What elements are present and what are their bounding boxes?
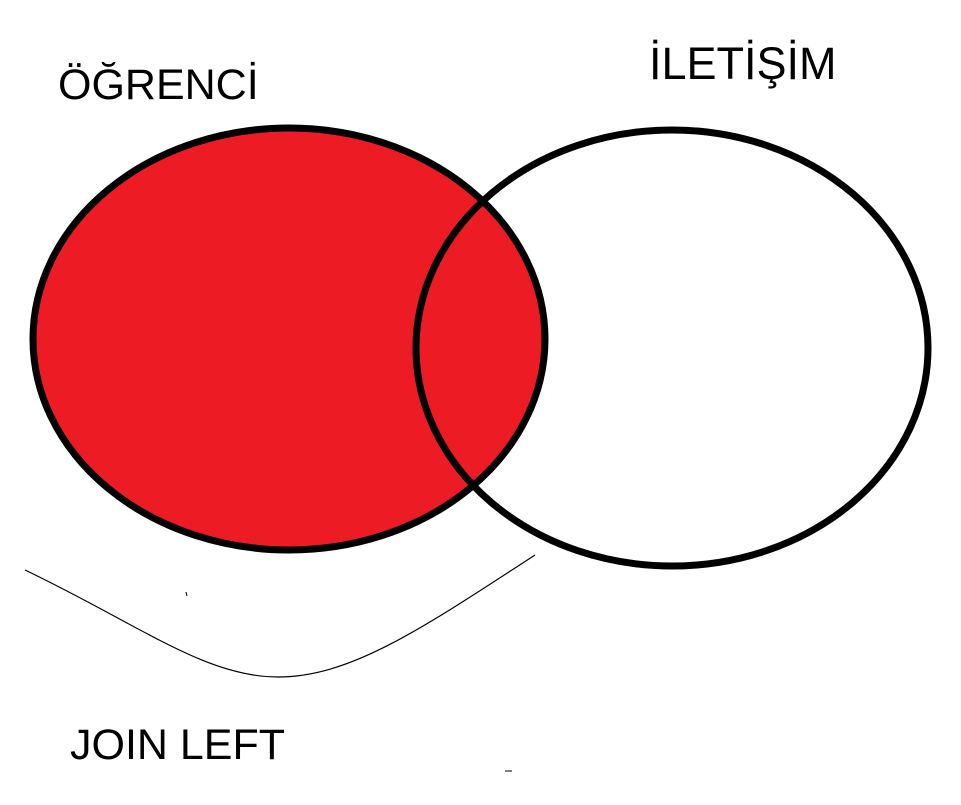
underbrace-curve	[24, 554, 536, 678]
left-set-label: ÖĞRENCİ	[58, 61, 259, 109]
stray-mark	[185, 591, 188, 597]
diagram-caption: JOIN LEFT	[70, 721, 286, 769]
right-set-label: İLETİŞİM	[649, 38, 837, 89]
right-set-circle	[412, 126, 932, 570]
left-set-fill	[33, 128, 545, 550]
left-set-circle	[29, 124, 549, 554]
